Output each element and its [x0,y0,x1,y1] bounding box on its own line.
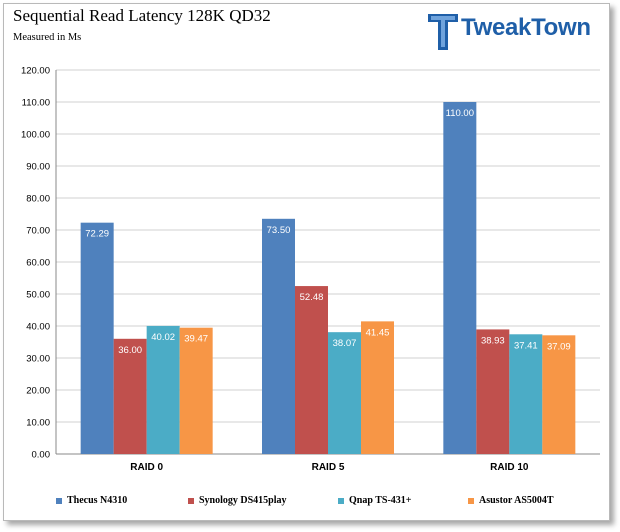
legend-item: Thecus N4310 [56,495,127,506]
y-tick-label: 40.00 [26,322,50,333]
y-tick-label: 10.00 [26,418,50,429]
x-category-label: RAID 0 [130,462,163,473]
y-tick-label: 80.00 [26,194,50,205]
bar [80,222,114,454]
chart-title: Sequential Read Latency 128K QD32 [13,6,271,25]
data-label: 110.00 [446,108,474,119]
y-tick-label: 50.00 [26,290,50,301]
data-label: 40.02 [151,332,175,343]
bar [542,335,576,454]
bar [328,332,361,454]
data-label: 52.48 [300,292,324,303]
data-label: 36.00 [118,345,142,356]
legend-label: Thecus N4310 [67,495,128,506]
y-tick-label: 120.00 [21,66,50,77]
legend-label: Qnap TS-431+ [349,495,412,506]
legend-swatch [56,497,62,504]
tweaktown-logo-text: TweakTown [461,14,591,41]
y-tick-label: 90.00 [26,162,50,173]
data-label: 38.93 [481,335,505,346]
y-tick-label: 20.00 [26,386,50,397]
tweaktown-logo: TweakTown [426,10,606,54]
x-category-label: RAID 10 [490,462,529,473]
data-label: 39.47 [184,334,208,345]
bar [179,327,213,454]
bar [295,286,328,454]
bar-chart: 0.00 10.00 20.00 30.00 40.00 50.00 60.00 70.00 8… [21,66,600,473]
legend-label: Asustor AS5004T [479,495,554,506]
legend-swatch [188,497,194,504]
data-label: 73.50 [267,225,291,236]
legend-item: Synology DS415play [188,495,287,506]
bar [146,325,180,454]
legend-item: Qnap TS-431+ [338,495,411,506]
chart-subtitle: Measured in Ms [13,32,82,43]
tweaktown-logo-icon [428,14,458,50]
data-label: 72.29 [85,229,109,240]
legend-swatch [338,497,344,504]
y-tick-label: 110.00 [22,98,50,109]
bar [443,102,477,454]
y-tick-label: 60.00 [26,258,50,269]
bar [509,334,543,454]
bar [476,329,510,454]
y-tick-label: 30.00 [26,354,50,365]
y-tick-label: 70.00 [26,226,50,237]
data-label: 37.41 [514,340,538,351]
data-label: 38.07 [333,338,357,349]
legend-label: Synology DS415play [199,495,287,506]
bar [262,218,295,454]
data-label: 41.45 [366,327,390,338]
data-label: 37.09 [547,341,571,352]
y-tick-label: 100.00 [21,130,50,141]
bar [113,338,147,454]
bar [361,321,394,454]
y-tick-label: 0.00 [32,450,51,461]
chart-legend: Thecus N4310 Synology DS415play Qnap TS-43… [0,495,620,511]
x-category-label: RAID 5 [312,462,345,473]
legend-swatch [468,497,474,504]
legend-item: Asustor AS5004T [468,495,554,506]
